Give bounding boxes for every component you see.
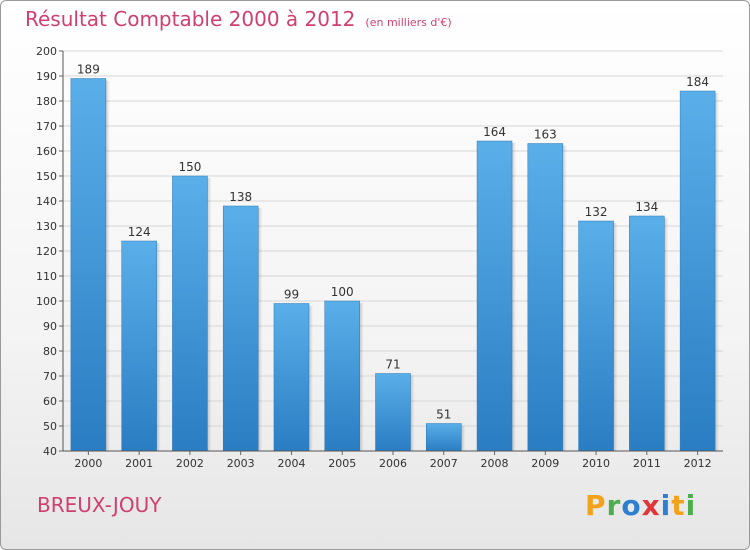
y-tick-label: 110 [36, 270, 57, 283]
x-tick-label-2007: 2007 [430, 457, 458, 470]
bar-shadow [308, 305, 313, 451]
x-tick-label-2005: 2005 [328, 457, 356, 470]
data-label-2000: 189 [77, 63, 100, 77]
y-tick-label: 170 [36, 120, 57, 133]
data-label-2001: 124 [128, 225, 151, 239]
bar-shadow [613, 223, 618, 451]
data-label-2004: 99 [284, 288, 299, 302]
bar-shadow [664, 218, 669, 451]
bars-layer: 189 124 150 138 99 100 71 51 164 163 132 134 184 [70, 63, 720, 452]
data-label-2005: 100 [331, 285, 354, 299]
x-tick-label-2006: 2006 [379, 457, 407, 470]
bar-2008 [476, 140, 513, 452]
bar-shadow [461, 425, 466, 451]
y-tick-label: 90 [43, 320, 57, 333]
bar-2002 [172, 175, 208, 452]
data-label-2009: 163 [534, 128, 557, 142]
y-tick-label: 120 [36, 245, 57, 258]
x-tick-label-2011: 2011 [633, 457, 661, 470]
x-tick-label-2004: 2004 [277, 457, 305, 470]
x-tick-label-2008: 2008 [481, 457, 509, 470]
data-label-2003: 138 [229, 190, 252, 204]
bar-2006 [375, 373, 411, 452]
bar-2012 [679, 90, 716, 452]
bar-shadow [105, 80, 110, 451]
axis-layer: 40 50 60 70 80 90 100 110 120 130 140 150 160 170 180 1… [36, 45, 723, 470]
data-label-2011: 134 [635, 200, 658, 214]
data-label-2002: 150 [178, 160, 201, 174]
y-tick-label: 100 [36, 295, 57, 308]
bar-shadow [207, 178, 212, 451]
y-tick-label: 180 [36, 95, 57, 108]
x-tick-label-2010: 2010 [582, 457, 610, 470]
proxiti-logo: Proxiti [585, 489, 697, 522]
bar-shadow [359, 303, 364, 451]
x-tick-label-2001: 2001 [125, 457, 153, 470]
bar-2011 [629, 215, 665, 452]
y-tick-label: 150 [36, 170, 57, 183]
bar-2007 [426, 423, 462, 452]
bar-shadow [512, 143, 517, 451]
x-tick-label-2000: 2000 [74, 457, 102, 470]
data-label-2012: 184 [686, 75, 709, 89]
bar-2004 [273, 303, 310, 452]
bar-2003 [222, 205, 259, 452]
y-tick-label: 40 [43, 445, 57, 458]
y-tick-label: 200 [36, 45, 57, 58]
bar-2009 [527, 143, 564, 452]
bar-2000 [70, 78, 107, 452]
y-tick-label: 60 [43, 395, 57, 408]
bar-2005 [324, 300, 360, 452]
bar-shadow [258, 208, 263, 451]
x-tick-label-2002: 2002 [176, 457, 204, 470]
bar-shadow [156, 243, 161, 451]
y-tick-label: 50 [43, 420, 57, 433]
data-label-2010: 132 [585, 205, 608, 219]
bar-shadow [562, 145, 567, 451]
bar-2010 [578, 220, 614, 452]
data-label-2007: 51 [436, 408, 451, 422]
y-tick-label: 80 [43, 345, 57, 358]
y-tick-label: 160 [36, 145, 57, 158]
x-tick-label-2003: 2003 [227, 457, 255, 470]
x-tick-label-2009: 2009 [531, 457, 559, 470]
chart-subtitle: (en milliers d'€) [365, 16, 452, 29]
y-tick-label: 190 [36, 70, 57, 83]
bar-shadow [715, 93, 720, 451]
y-tick-label: 140 [36, 195, 57, 208]
bar-shadow [410, 375, 415, 451]
bar-2001 [121, 240, 157, 452]
title-text: Résultat Comptable 2000 à 2012 [25, 7, 356, 31]
commune-name: BREUX-JOUY [37, 493, 162, 517]
y-tick-label: 130 [36, 220, 57, 233]
data-label-2006: 71 [385, 358, 400, 372]
chart-title: Résultat Comptable 2000 à 2012 (en millie… [25, 7, 452, 31]
x-tick-label-2012: 2012 [684, 457, 712, 470]
y-tick-label: 70 [43, 370, 57, 383]
data-label-2008: 164 [483, 125, 506, 139]
